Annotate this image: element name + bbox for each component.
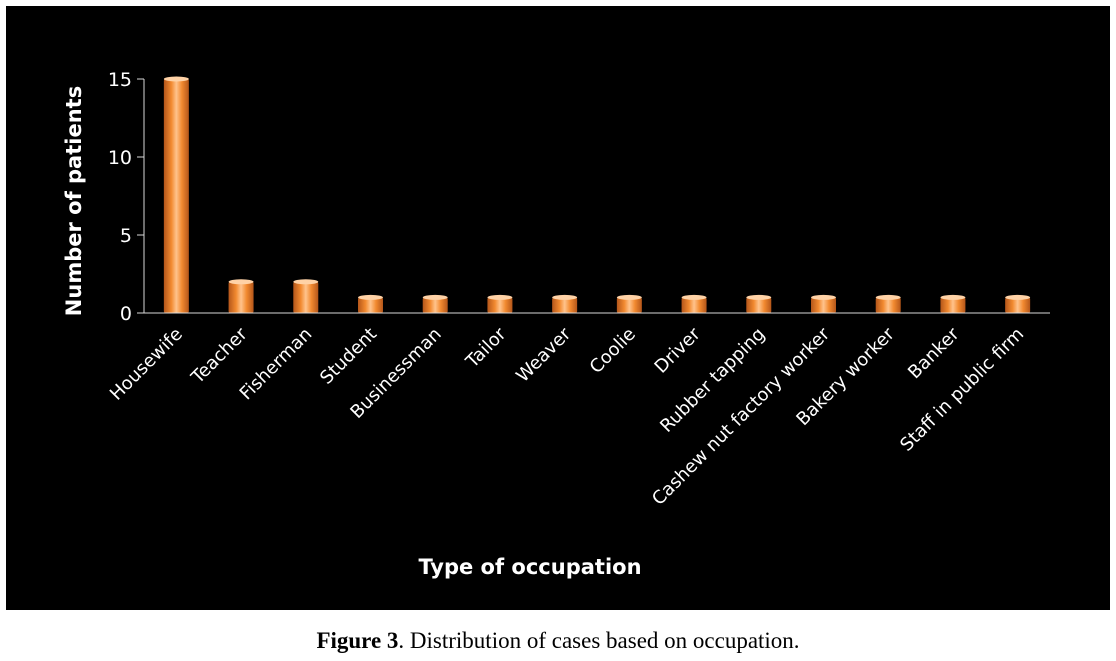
bar <box>746 297 772 313</box>
figure-caption: Figure 3. Distribution of cases based on… <box>0 628 1116 654</box>
y-tick-label: 5 <box>120 225 132 247</box>
x-tick-label: Coolie <box>586 324 640 378</box>
bar-top <box>358 294 383 300</box>
x-tick-label: Housewife <box>106 324 187 405</box>
x-axis-title: Type of occupation <box>418 555 641 579</box>
bar-top <box>293 279 319 285</box>
bar-top <box>681 294 707 300</box>
bar <box>422 297 448 313</box>
y-tick-label: 10 <box>108 147 132 169</box>
y-axis-title: Number of patients <box>62 86 86 316</box>
bar <box>487 297 513 313</box>
y-tick-label: 15 <box>108 69 132 91</box>
bar <box>228 281 254 313</box>
bar <box>293 281 319 313</box>
bar <box>811 297 836 313</box>
bar-top <box>616 294 642 300</box>
bar-top <box>487 294 513 300</box>
bar-top <box>163 76 189 82</box>
x-tick-label: Banker <box>904 323 964 383</box>
bar <box>1005 297 1031 313</box>
x-tick-label: Driver <box>651 323 705 377</box>
x-tick-label: Student <box>316 324 381 389</box>
bar-top <box>1005 294 1031 300</box>
bar-top <box>811 294 836 300</box>
figure-label: Figure 3 <box>316 628 399 653</box>
bar-top <box>875 294 901 300</box>
bar <box>681 297 707 313</box>
bar-top <box>422 294 448 300</box>
bar-top <box>228 279 254 285</box>
bar <box>875 297 901 313</box>
bar <box>358 297 383 313</box>
x-tick-label: Teacher <box>187 323 252 388</box>
bar <box>163 79 189 313</box>
figure-caption-text: . Distribution of cases based on occupat… <box>398 628 800 653</box>
x-tick-label: Tailor <box>461 323 511 373</box>
bar <box>940 297 966 313</box>
x-tick-label: Staff in public firm <box>896 324 1028 456</box>
bar <box>552 297 578 313</box>
bars <box>163 76 1031 313</box>
bar-top <box>746 294 772 300</box>
bar <box>616 297 642 313</box>
bar-top <box>940 294 966 300</box>
y-axis: 0 5 10 15 <box>108 69 145 325</box>
y-tick-label: 0 <box>120 303 132 325</box>
chart-panel: 0 5 10 15 Housewife Teacher Fisherman Student B… <box>6 6 1110 610</box>
x-tick-label: Weaver <box>512 323 575 386</box>
bar-top <box>552 294 578 300</box>
